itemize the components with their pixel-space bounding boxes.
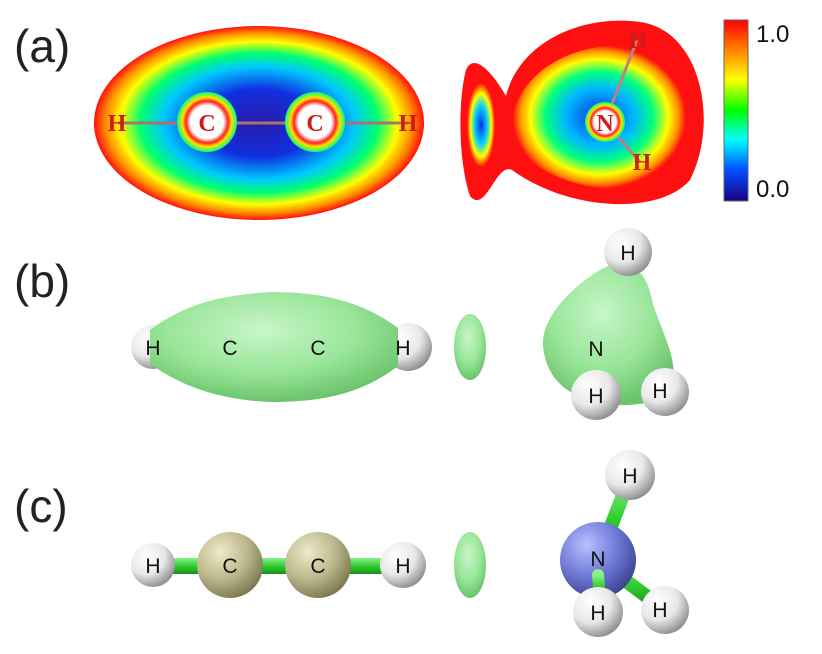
panel-c-label: (c) — [14, 480, 68, 532]
acetylene-ball-stick: H C C H — [131, 532, 426, 598]
hydrogen-atom — [131, 543, 175, 587]
elf-atom-label: H — [399, 111, 418, 137]
ammonia-elf-map: N H H — [460, 20, 704, 205]
atom-label: C — [222, 337, 237, 360]
atom-label: N — [590, 548, 605, 571]
elf-atom-label: N — [596, 111, 614, 137]
colorbar: 1.0 0.0 — [723, 19, 789, 203]
atom-label: C — [310, 555, 325, 578]
carbon-atom — [197, 532, 263, 598]
atom-label: H — [588, 385, 603, 408]
carbon-core-ring — [285, 92, 345, 152]
colorbar-max-label: 1.0 — [756, 21, 789, 48]
panel-b: (b) H C C H H N H H — [14, 228, 689, 420]
atom-label: H — [395, 337, 410, 360]
elf-atom-label: H — [108, 111, 127, 137]
panel-a-label: (a) — [14, 20, 70, 72]
acetylene-elf-isosurface — [150, 292, 398, 402]
hydrogen-atom — [571, 370, 621, 420]
carbon-atom — [285, 532, 351, 598]
atom-label: H — [652, 599, 667, 622]
colorbar-gradient — [723, 19, 749, 202]
hydrogen-atom — [641, 368, 689, 416]
lone-pair-isosurface — [454, 314, 486, 380]
panel-c: (c) H C C H H N H H — [14, 450, 689, 637]
ammonia-elf-isosurface — [542, 263, 674, 406]
atom-label: H — [145, 555, 160, 578]
atom-label: C — [222, 555, 237, 578]
elf-atom-label: C — [306, 111, 323, 137]
atom-label: H — [590, 602, 605, 625]
atom-label: H — [622, 465, 637, 488]
acetylene-elf-map: H C C H — [94, 26, 424, 220]
colorbar-min-label: 0.0 — [756, 176, 789, 203]
atom-label: C — [310, 337, 325, 360]
ammonia-isosurface: H N H H — [542, 228, 689, 420]
hydrogen-atom — [604, 228, 652, 276]
lone-pair-isosurface — [454, 532, 486, 598]
acetylene-bond — [153, 558, 403, 574]
atom-label: H — [620, 242, 635, 265]
carbon-core-ring — [177, 92, 237, 152]
elf-atom-label: C — [198, 111, 215, 137]
elf-atom-label: H — [629, 28, 648, 54]
nitrogen-atom — [560, 522, 636, 598]
atom-label: H — [652, 380, 667, 403]
atom-label: H — [145, 337, 160, 360]
panel-b-label: (b) — [14, 255, 70, 307]
elf-atom-label: H — [633, 150, 652, 176]
panel-a: (a) H C C H N H H 1.0 0.0 — [14, 19, 789, 220]
hydrogen-atom — [380, 542, 426, 588]
lone-pair-elf-contour — [467, 83, 495, 167]
ammonia-ball-stick: H N H H — [560, 450, 689, 637]
nitrogen-core-ring — [585, 102, 625, 142]
hydrogen-atom — [641, 586, 689, 634]
acetylene-isosurface: H C C H — [131, 292, 432, 402]
hydrogen-atom — [605, 450, 655, 500]
hydrogen-atom — [573, 587, 623, 637]
atom-label: H — [395, 555, 410, 578]
atom-label: N — [588, 338, 603, 361]
